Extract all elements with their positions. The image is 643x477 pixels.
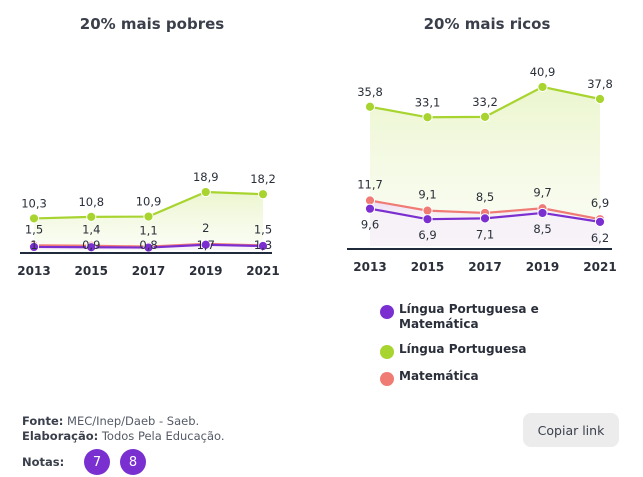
x-tick-label: 2017 (132, 264, 165, 278)
data-label-ambos: 9,6 (361, 218, 379, 232)
elaboration-line: Elaboração: Todos Pela Educação. (22, 429, 225, 444)
x-tick-label: 2019 (189, 264, 222, 278)
data-label-matematica: 8,5 (476, 190, 494, 204)
data-point-ambos (364, 203, 376, 214)
copy-link-button[interactable]: Copiar link (523, 413, 619, 447)
data-label-ambos: 1,3 (254, 238, 272, 252)
chart-title: 20% mais ricos (424, 15, 551, 33)
data-label-ambos: 8,5 (533, 222, 551, 236)
data-point-ambos (86, 242, 97, 253)
data-point-portuguesa (28, 213, 40, 224)
x-tick-label: 2015 (411, 260, 444, 274)
data-label-portuguesa: 10,9 (136, 195, 162, 209)
data-point-ambos (594, 216, 606, 227)
note-badge[interactable]: 7 (84, 449, 110, 475)
data-label-matematica: 1,1 (139, 224, 157, 238)
legend-item-matematica: Matemática (380, 369, 539, 386)
data-point-portuguesa (364, 101, 376, 112)
elaboration-label: Elaboração: (22, 429, 99, 443)
data-label-portuguesa: 10,3 (21, 196, 47, 210)
legend-item-portuguesa: Língua Portuguesa (380, 342, 539, 359)
chart-title: 20% mais pobres (80, 15, 225, 33)
data-point-ambos (537, 207, 548, 219)
legend-dot-icon (380, 372, 394, 386)
data-point-ambos (422, 214, 433, 225)
data-point-matematica (422, 205, 433, 216)
notes-label: Notas: (22, 454, 65, 469)
data-point-portuguesa (479, 111, 491, 122)
data-point-portuguesa (257, 189, 269, 200)
data-point-portuguesa (143, 211, 154, 222)
source-line: Fonte: MEC/Inep/Daeb - Saeb. (22, 414, 225, 429)
data-point-portuguesa (86, 211, 97, 222)
data-label-ambos: 6,9 (418, 228, 436, 242)
data-label-matematica: 1,5 (254, 222, 272, 236)
data-label-portuguesa: 18,9 (193, 170, 219, 184)
legend-dot-icon (380, 345, 394, 359)
data-label-matematica: 9,7 (533, 185, 551, 199)
legend-item-ambos: Língua Portuguesa e Matemática (380, 302, 539, 332)
legend-label: Língua Portuguesa (399, 342, 527, 356)
legend-dot-icon (380, 305, 394, 319)
data-label-matematica: 9,1 (418, 188, 436, 202)
data-label-portuguesa: 33,2 (472, 95, 498, 109)
data-label-matematica: 2 (202, 221, 209, 235)
data-point-ambos (200, 239, 211, 250)
data-point-portuguesa (200, 186, 211, 198)
notes-row: Notas: 7 8 (22, 449, 225, 475)
data-point-portuguesa (594, 93, 606, 105)
data-label-matematica: 6,9 (591, 196, 609, 210)
footer: Fonte: MEC/Inep/Daeb - Saeb. Elaboração:… (22, 414, 225, 475)
x-tick-label: 2013 (353, 260, 386, 274)
data-label-portuguesa: 10,8 (78, 195, 104, 209)
source-value: MEC/Inep/Daeb - Saeb. (67, 414, 200, 428)
data-point-ambos (257, 240, 269, 252)
legend-label: Língua Portuguesa e Matemática (399, 302, 539, 331)
data-label-portuguesa: 33,1 (415, 95, 441, 109)
chart-richest: 20% mais ricos 35,8 33,1 33,2 40,9 37,8 11,7 9,… (347, 15, 617, 274)
elaboration-value: Todos Pela Educação. (101, 429, 225, 443)
data-point-portuguesa (537, 81, 548, 93)
x-tick-label: 2021 (583, 260, 616, 274)
data-label-ambos: 6,2 (591, 231, 609, 245)
data-label-portuguesa: 35,8 (357, 85, 383, 99)
data-label-matematica: 1,4 (82, 223, 100, 237)
source-label: Fonte: (22, 414, 64, 428)
data-point-ambos (28, 241, 40, 253)
data-label-ambos: 0,9 (82, 238, 100, 252)
legend: Língua Portuguesa e Matemática Língua Po… (380, 302, 539, 396)
legend-label: Matemática (399, 369, 479, 383)
x-tick-label: 2017 (468, 260, 501, 274)
x-tick-label: 2019 (526, 260, 559, 274)
x-tick-label: 2013 (17, 264, 50, 278)
data-label-ambos: 1,7 (197, 238, 215, 252)
data-point-portuguesa (422, 112, 433, 123)
data-label-portuguesa: 37,8 (587, 77, 613, 91)
data-label-ambos: 1 (30, 238, 37, 252)
data-label-matematica: 1,5 (25, 222, 43, 236)
data-point-ambos (479, 213, 491, 224)
x-tick-label: 2015 (75, 264, 108, 278)
data-label-portuguesa: 40,9 (530, 65, 556, 79)
data-label-ambos: 7,1 (476, 227, 494, 241)
data-label-ambos: 0,8 (139, 238, 157, 252)
x-tick-label: 2021 (246, 264, 279, 278)
data-label-portuguesa: 18,2 (250, 172, 276, 186)
note-badge[interactable]: 8 (120, 449, 146, 475)
data-label-matematica: 11,7 (357, 178, 383, 192)
